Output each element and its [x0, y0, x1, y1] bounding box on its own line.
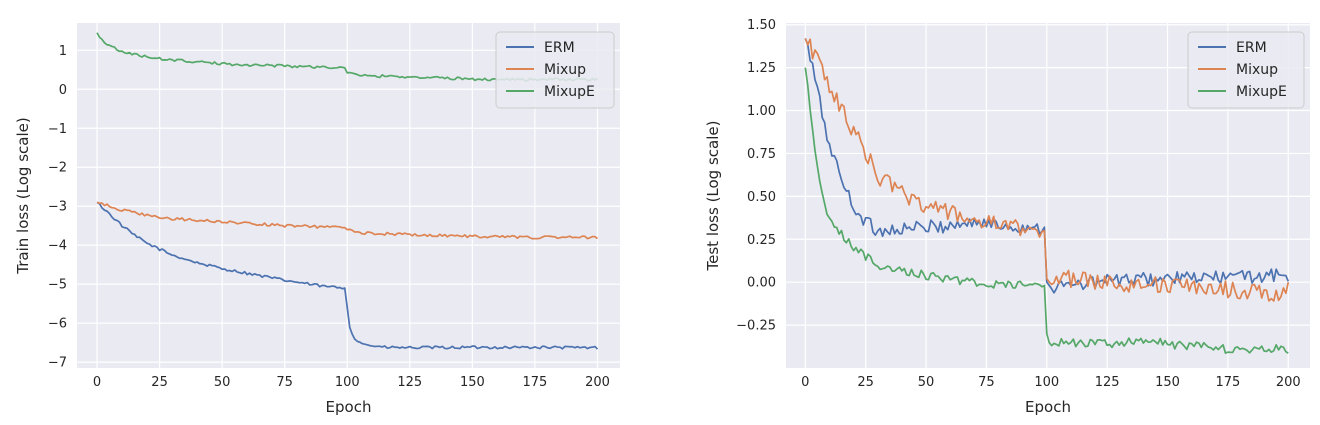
legend-entry: MixupE	[1236, 84, 1287, 100]
x-axis-title: Epoch	[326, 398, 372, 416]
y-tick-label: −4	[48, 239, 67, 254]
legend-entry: Mixup	[544, 62, 586, 78]
y-tick-label: 1.25	[747, 61, 776, 76]
chart-panel-2: 0 25 50 75 100 125 150 175 200 −0.25 0.00 0.25 0.50 0…	[704, 18, 1310, 416]
x-tick-label: 0	[801, 375, 809, 390]
x-tick-label: 75	[276, 375, 293, 390]
y-tick-label: −5	[48, 278, 67, 293]
series-line-erm	[96, 201, 599, 350]
legend-entry: ERM	[544, 40, 575, 56]
series-line-erm	[804, 38, 1290, 294]
legend-entry: ERM	[1236, 40, 1267, 56]
y-tick-label: 1.00	[747, 104, 776, 119]
series-line-mixup	[96, 201, 598, 240]
x-tick-label: 50	[918, 375, 935, 390]
x-tick-label: 0	[93, 375, 101, 390]
legend: ERM Mixup MixupE	[1187, 31, 1305, 109]
legend-box	[1187, 31, 1305, 109]
x-tick-label: 25	[857, 375, 874, 390]
y-tick-label: −0.25	[736, 319, 776, 334]
x-tick-label: 50	[214, 375, 231, 390]
legend-entry: MixupE	[544, 84, 595, 100]
x-tick-label: 175	[1215, 375, 1240, 390]
chart-panel-1: 0 25 50 75 100 125 150 175 200 −7 −6 −5 −4 −3 −2 −1 0 1 ER…	[14, 23, 620, 416]
y-tick-label: 0.50	[747, 190, 776, 205]
x-tick-label: 200	[585, 375, 610, 390]
y-axis-title: Train loss (Log scale)	[14, 117, 32, 274]
y-tick-label: −7	[48, 356, 67, 371]
legend-entry: Mixup	[1236, 62, 1278, 78]
x-tick-label: 125	[397, 375, 422, 390]
y-tick-label: 0.00	[747, 276, 776, 291]
y-tick-label: −6	[48, 317, 67, 332]
x-tick-label: 75	[978, 375, 995, 390]
series-line-mixup	[804, 38, 1290, 302]
y-tick-label: 0.25	[747, 233, 776, 248]
x-tick-label: 150	[460, 375, 485, 390]
y-axis-title: Test loss (Log scale)	[704, 121, 722, 272]
x-tick-label: 100	[335, 375, 360, 390]
legend: ERM Mixup MixupE	[495, 31, 615, 109]
x-tick-label: 125	[1095, 375, 1120, 390]
y-tick-label: −2	[48, 161, 67, 176]
y-tick-label: 1.50	[747, 18, 776, 33]
x-tick-label: 175	[523, 375, 548, 390]
y-tick-label: −1	[48, 122, 67, 137]
x-tick-label: 100	[1034, 375, 1059, 390]
x-axis-title: Epoch	[1025, 398, 1071, 416]
y-tick-label: −3	[48, 200, 67, 215]
y-tick-label: 1	[59, 44, 67, 59]
x-tick-label: 200	[1276, 375, 1301, 390]
x-tick-label: 150	[1155, 375, 1180, 390]
y-tick-label: 0.75	[747, 147, 776, 162]
series-line-mixupe	[804, 67, 1289, 354]
legend-box	[495, 31, 615, 109]
x-tick-label: 25	[151, 375, 168, 390]
y-tick-label: 0	[59, 83, 67, 98]
